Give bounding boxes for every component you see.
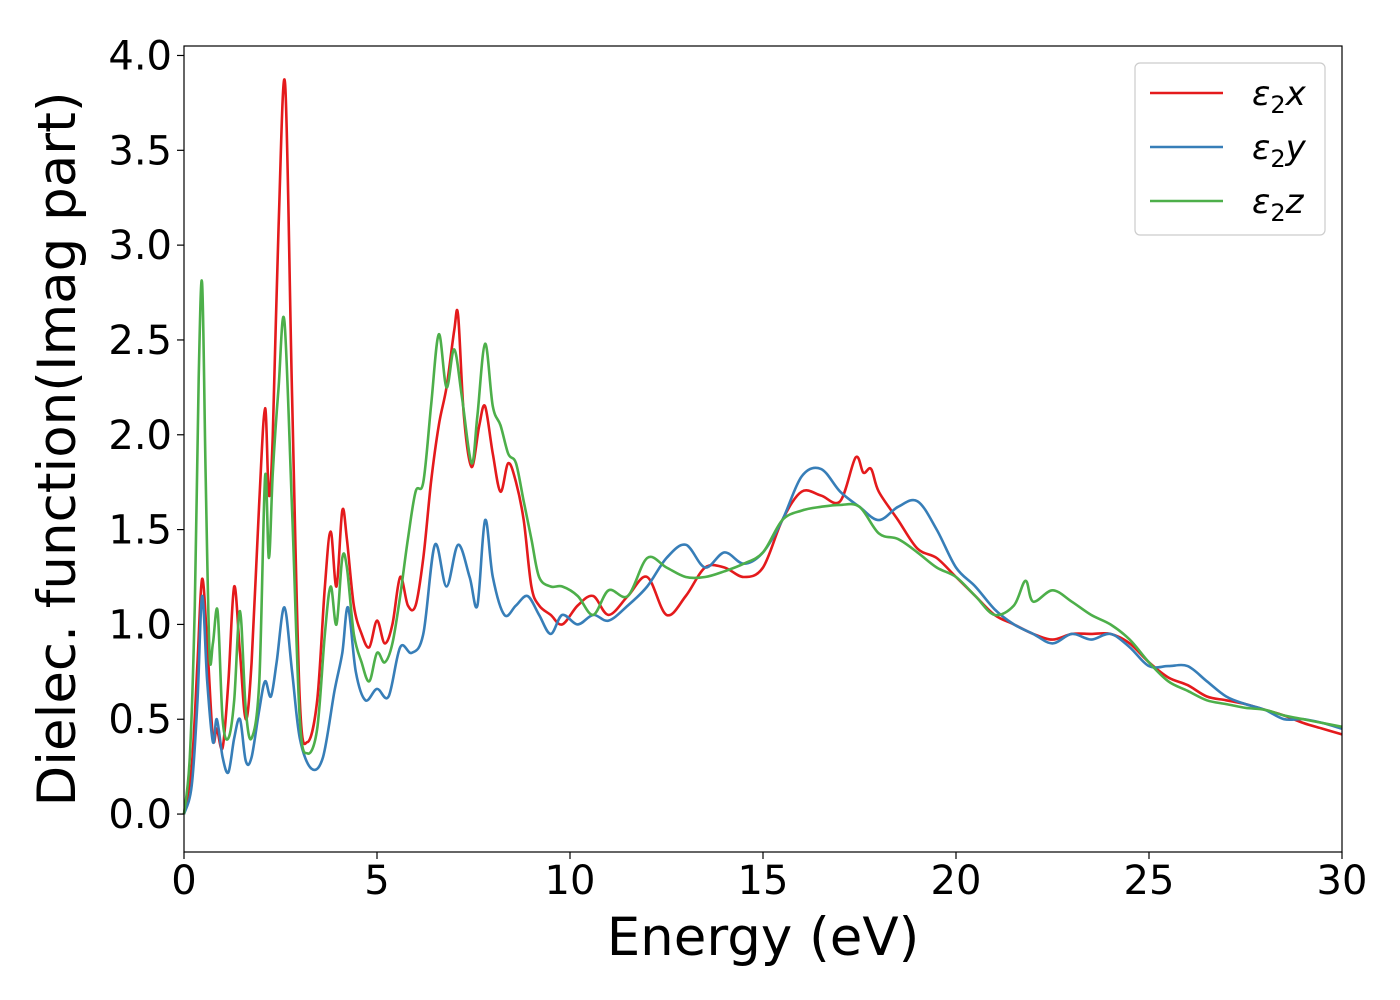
y-tick-label: 2.5: [108, 318, 172, 364]
y-tick-label: 3.0: [108, 223, 172, 269]
series-line-x: [182, 78, 1343, 815]
y-tick-label: 0.0: [108, 792, 172, 838]
y-tick-label: 3.5: [108, 128, 172, 174]
series-line-z: [182, 279, 1343, 815]
x-tick-label: 20: [931, 858, 982, 904]
y-tick-label: 1.5: [108, 508, 172, 554]
legend-entry-z: ε2z: [1252, 182, 1305, 227]
y-tick-label: 2.0: [108, 413, 172, 459]
y-tick-label: 4.0: [108, 33, 172, 79]
legend-entry-x: ε2x: [1252, 74, 1307, 119]
x-tick-label: 30: [1317, 858, 1368, 904]
legend: ε2x ε2y ε2z: [1134, 62, 1326, 236]
y-axis: 0.0 0.5 1.0 1.5 2.0 2.5 3.0 3.5 4.0: [108, 33, 184, 838]
x-tick-label: 5: [364, 858, 389, 904]
series-line-y: [182, 466, 1343, 815]
y-axis-label: Dielec. function(Imag part): [27, 91, 88, 806]
y-tick-label: 1.0: [108, 602, 172, 648]
series-layer: [182, 78, 1343, 815]
x-tick-label: 10: [545, 858, 596, 904]
x-axis: 0 5 10 15 20 25 30: [171, 852, 1367, 904]
y-tick-label: 0.5: [108, 697, 172, 743]
x-axis-label: Energy (eV): [607, 907, 920, 968]
x-tick-label: 25: [1124, 858, 1175, 904]
legend-entry-y: ε2y: [1252, 128, 1307, 173]
x-tick-label: 0: [171, 858, 196, 904]
x-tick-label: 15: [738, 858, 789, 904]
legend-box: [1134, 62, 1326, 236]
